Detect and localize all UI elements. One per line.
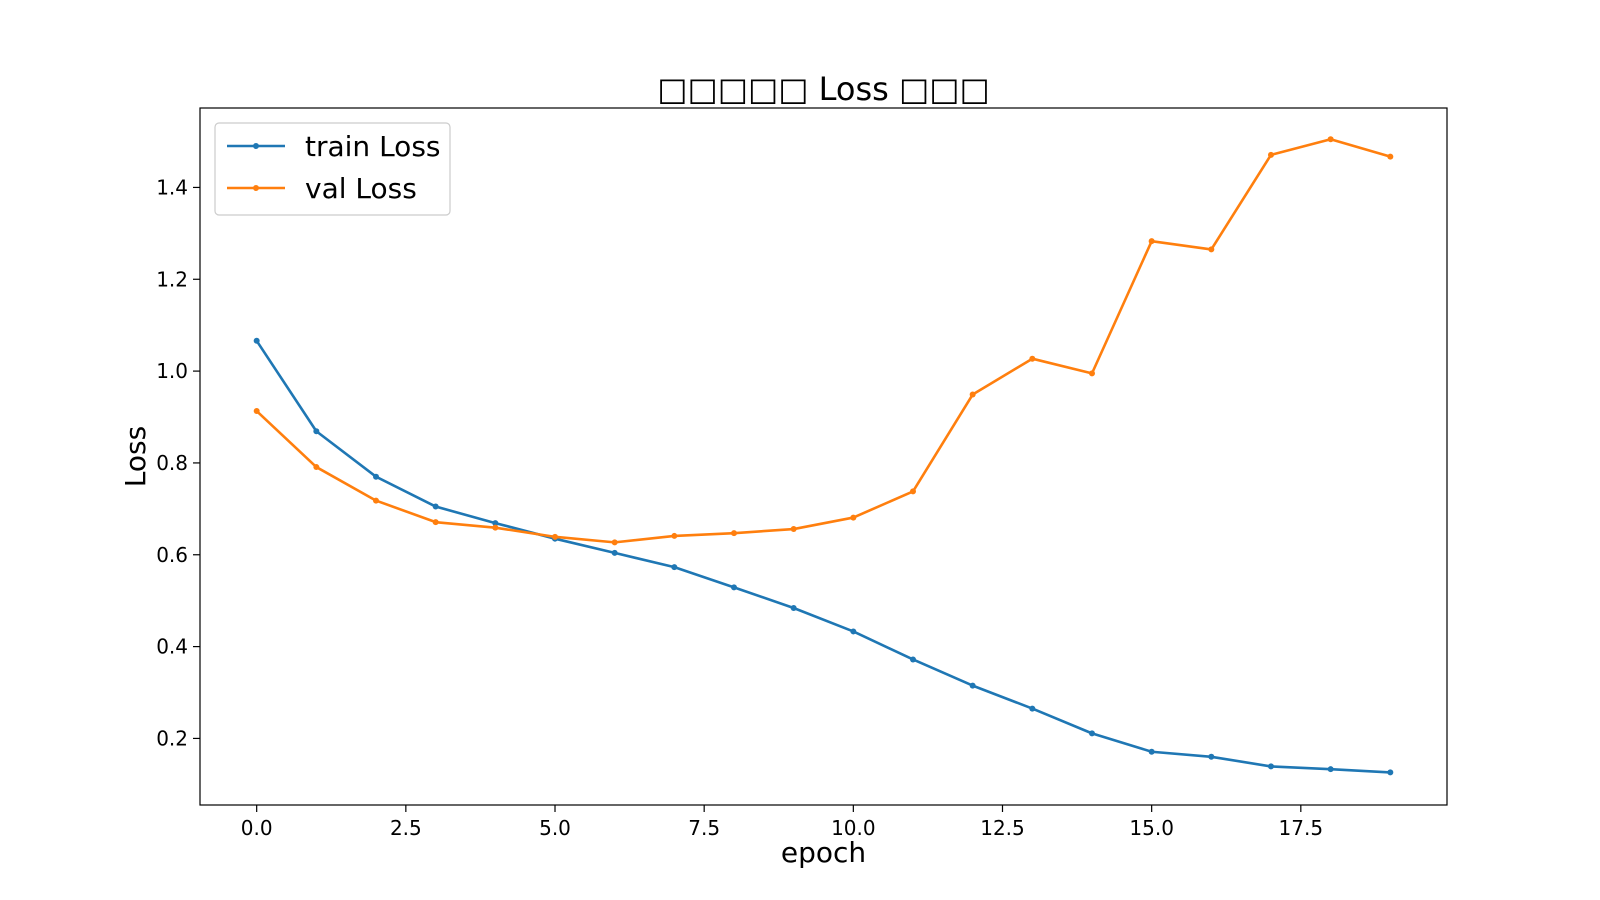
val-loss-point xyxy=(850,514,857,521)
x-tick-label: 0.0 xyxy=(241,816,273,840)
val-loss-point xyxy=(1327,136,1334,143)
val-loss-point xyxy=(1029,355,1036,362)
y-tick-label: 1.4 xyxy=(156,175,188,199)
train-loss-point xyxy=(1088,730,1095,737)
x-tick-label: 7.5 xyxy=(688,816,720,840)
train-loss-point xyxy=(1327,766,1334,773)
x-tick-label: 5.0 xyxy=(539,816,571,840)
train-loss-line xyxy=(255,339,1392,774)
val-loss-point xyxy=(909,488,916,495)
x-tick-label: 10.0 xyxy=(831,816,876,840)
train-loss-point xyxy=(492,520,499,527)
val-loss-point xyxy=(969,391,976,398)
plot-frame xyxy=(199,107,1448,806)
val-loss-point xyxy=(552,533,559,540)
y-axis: 0.2 0.4 0.6 0.8 1.0 1.2 1.4 xyxy=(156,175,200,750)
y-tick-label: 1.0 xyxy=(156,359,188,383)
val-loss-point xyxy=(611,539,618,546)
val-loss-point xyxy=(1208,246,1215,253)
train-loss-point xyxy=(909,656,916,663)
legend-label-val-loss: val Loss xyxy=(305,172,417,205)
val-loss-point xyxy=(253,408,260,415)
x-tick-label: 2.5 xyxy=(390,816,422,840)
train-loss-point xyxy=(969,682,976,689)
train-loss-point xyxy=(373,473,380,480)
val-loss-point xyxy=(671,532,678,539)
train-loss-point xyxy=(731,584,738,591)
train-loss-point xyxy=(253,337,260,344)
val-loss-point xyxy=(731,530,738,537)
x-tick-label: 12.5 xyxy=(980,816,1025,840)
plot-area xyxy=(199,107,1448,806)
x-tick-label: 15.0 xyxy=(1129,816,1174,840)
y-tick-label: 0.4 xyxy=(156,635,188,659)
x-axis: 0.0 2.5 5.0 7.5 10.0 12.5 15.0 17.5 xyxy=(241,805,1323,840)
val-loss-point xyxy=(373,497,380,504)
x-tick-label: 17.5 xyxy=(1279,816,1324,840)
val-loss-point xyxy=(1387,153,1394,160)
val-loss-point xyxy=(492,524,499,531)
val-loss-point xyxy=(1088,370,1095,377)
train-loss-point xyxy=(313,428,320,435)
train-loss-point xyxy=(850,628,857,635)
x-axis-label: epoch xyxy=(781,836,866,869)
legend: train Loss val Loss xyxy=(214,122,451,216)
series-layer xyxy=(253,136,1394,776)
y-tick-label: 0.8 xyxy=(156,451,188,475)
y-tick-label: 0.2 xyxy=(156,726,188,750)
train-loss-point xyxy=(790,605,797,612)
legend-marker-val-loss xyxy=(253,185,259,191)
val-loss-point xyxy=(790,526,797,533)
train-loss-point xyxy=(1148,748,1155,755)
train-loss-point xyxy=(432,503,439,510)
train-loss-point xyxy=(611,549,618,556)
train-loss-point xyxy=(1387,769,1394,776)
chart-title: □□□□□ Loss □□□ xyxy=(657,70,989,108)
val-loss-point xyxy=(1148,238,1155,245)
y-tick-label: 1.2 xyxy=(156,267,188,291)
legend-marker-train-loss xyxy=(253,143,259,149)
val-loss-point xyxy=(432,519,439,526)
train-loss-point xyxy=(671,564,678,571)
val-loss-line xyxy=(255,137,1392,544)
y-tick-label: 0.6 xyxy=(156,543,188,567)
train-loss-point xyxy=(1029,705,1036,712)
val-loss-point xyxy=(1267,151,1274,158)
train-loss-point xyxy=(1267,763,1274,770)
val-loss-point xyxy=(313,464,320,471)
y-axis-label: Loss xyxy=(119,426,152,487)
legend-label-train-loss: train Loss xyxy=(305,130,441,163)
train-loss-point xyxy=(1208,753,1215,760)
